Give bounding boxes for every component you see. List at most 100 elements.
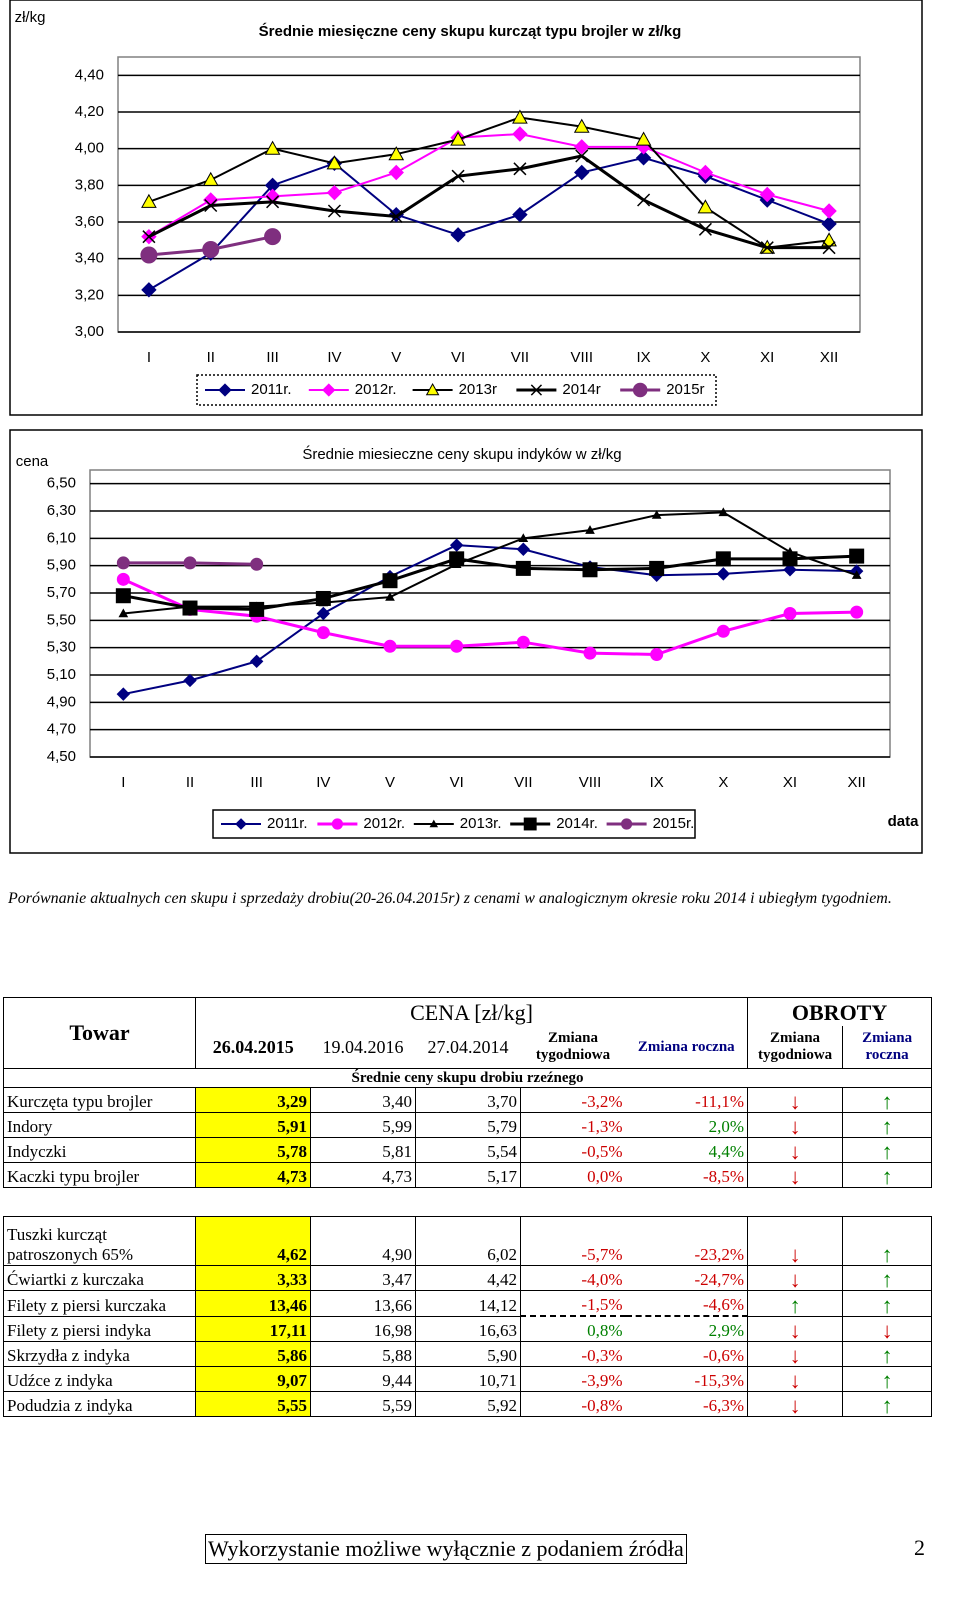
value-cell: 13,66 (310, 1290, 416, 1317)
trend-arrow: ↓ (747, 1137, 844, 1163)
value-cell: 5,90 (415, 1341, 521, 1367)
table-row: Indory 5,91 5,99 5,79 -1,3% 2,0% ↓ ↑ (3, 1112, 933, 1138)
y-tick-label: 3,60 (75, 213, 104, 230)
header-cell: CENA [zł/kg] (194, 997, 749, 1026)
row-label: Tuszki kurcząt patroszonych 65% (3, 1216, 196, 1266)
trend-arrow: ↓ (747, 1087, 844, 1113)
marker (512, 109, 528, 124)
header-cell: Zmiana tygodniowa (520, 1026, 626, 1069)
marker (783, 607, 797, 620)
value-cell: 3,29 (195, 1087, 311, 1113)
intro-text: Porównanie aktualnych cen skupu i sprzed… (8, 890, 892, 907)
trend-arrow: ↑ (842, 1216, 933, 1266)
marker (516, 542, 531, 556)
x-tick-label: XII (847, 774, 865, 791)
header-cell: Towar (3, 997, 196, 1069)
marker (388, 146, 405, 161)
marker (649, 560, 665, 576)
spacer (4, 1188, 932, 1217)
value-cell: 4,90 (310, 1216, 416, 1266)
marker (327, 204, 341, 218)
x-tick-label: XI (760, 349, 774, 366)
y-tick-label: 4,50 (47, 748, 76, 765)
marker (821, 216, 837, 232)
marker (316, 626, 330, 640)
marker (451, 169, 465, 183)
series-line (148, 154, 830, 250)
x-tick-label: VI (450, 774, 464, 791)
marker (389, 209, 403, 224)
header-cell: Zmiana roczna (842, 1026, 933, 1069)
y-axis-label: cena (16, 453, 49, 470)
value-cell: 4,42 (415, 1265, 521, 1291)
marker (322, 383, 336, 397)
marker (651, 510, 662, 519)
row-label: Kaczki typu brojler (3, 1162, 196, 1188)
y-tick-label: 6,50 (47, 475, 76, 492)
value-cell: -0,8% (520, 1391, 626, 1417)
value-cell: 17,11 (195, 1315, 311, 1342)
value-cell: 5,55 (195, 1391, 311, 1417)
trend-arrow: ↑ (747, 1290, 844, 1317)
legend-label: 2015r. (653, 815, 695, 832)
marker (450, 639, 464, 653)
series-line (148, 116, 830, 249)
marker (202, 171, 219, 186)
price-table: Towar CENA [zł/kg] OBROTY 26.04.2015 19.04.2… (2, 997, 933, 1417)
plot-area (89, 469, 891, 758)
legend-label: 2011r. (267, 815, 308, 832)
value-cell: -1,3% (520, 1112, 626, 1138)
value-cell: 16,98 (310, 1315, 416, 1342)
value-cell: -4,0% (520, 1265, 626, 1291)
chart: Średnie miesięczne ceny skupu kurcząt ty… (9, 0, 923, 416)
value-cell: 14,12 (415, 1290, 521, 1317)
marker (249, 601, 265, 617)
marker (266, 195, 280, 209)
y-tick-label: 3,00 (75, 323, 104, 340)
value-cell: 5,59 (310, 1391, 416, 1417)
y-tick-label: 3,80 (75, 176, 104, 193)
table-row: Indyczki 5,78 5,81 5,54 -0,5% 4,4% ↓ ↑ (3, 1137, 933, 1163)
marker (637, 193, 651, 207)
row-label: Filety z piersi indyka (3, 1315, 196, 1342)
table-row: Tuszki kurcząt patroszonych 65% 4,62 4,90 6… (3, 1216, 933, 1266)
trend-arrow: ↓ (747, 1391, 844, 1417)
marker (142, 230, 156, 244)
x-tick-label: VIII (570, 349, 593, 366)
value-cell: 5,17 (415, 1162, 521, 1188)
x-tick-label: IX (636, 349, 650, 366)
y-tick-label: 3,20 (75, 286, 104, 303)
value-cell: -3,9% (520, 1366, 626, 1392)
marker (450, 131, 466, 146)
trend-arrow: ↓ (842, 1315, 933, 1342)
marker (116, 572, 130, 586)
value-cell: 16,63 (415, 1315, 521, 1342)
marker (718, 507, 729, 517)
marker (315, 590, 331, 606)
table-row: Towar CENA [zł/kg] OBROTY (3, 997, 933, 1069)
x-tick-label: II (186, 774, 194, 791)
value-cell: 4,73 (310, 1162, 416, 1188)
source-note: Wykorzystanie możliwe wyłącznie z podani… (205, 1534, 687, 1564)
marker (449, 551, 465, 567)
marker (635, 150, 652, 166)
x-tick-label: I (121, 774, 125, 791)
legend-label: 2013r (459, 381, 497, 398)
x-axis-label: data (888, 813, 920, 830)
trend-arrow: ↓ (747, 1366, 844, 1392)
legend-label: 2012r. (363, 815, 405, 832)
marker (425, 383, 440, 396)
table-row: Podudzia z indyka 5,55 5,59 5,92 -0,8% -6,3% ↓… (3, 1391, 933, 1417)
marker (331, 818, 343, 830)
y-axis-label: zł/kg (15, 9, 46, 26)
marker (821, 203, 837, 219)
row-label: Filety z piersi kurczaka (3, 1290, 196, 1317)
series-line (148, 132, 830, 238)
row-label: Udźce z indyka (3, 1366, 196, 1392)
value-cell: -23,2% (625, 1216, 749, 1266)
marker (583, 646, 597, 660)
trend-arrow: ↑ (842, 1290, 933, 1317)
legend-label: 2013r. (460, 815, 502, 832)
marker (582, 562, 598, 578)
marker (202, 241, 220, 258)
